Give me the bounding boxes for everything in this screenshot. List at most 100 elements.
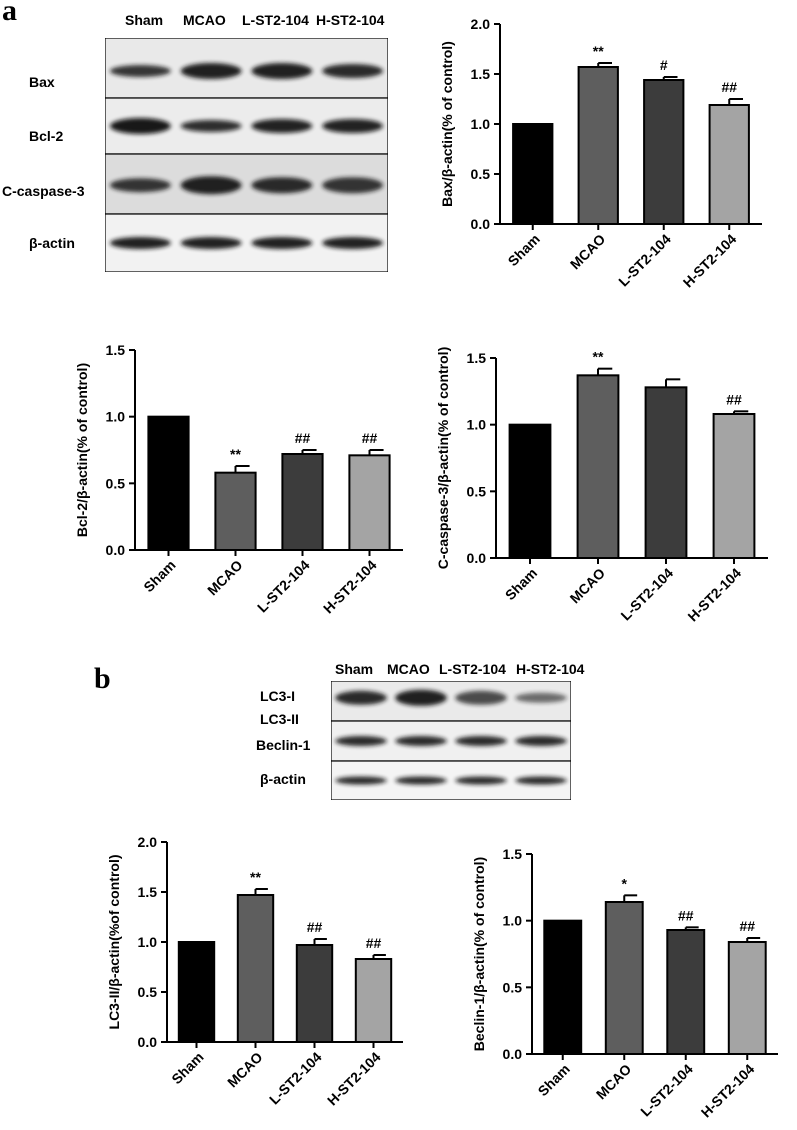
x-tick-label: Sham [502,565,540,603]
blot-a-row-label: β-actin [29,235,75,251]
bar [576,374,620,560]
bar [543,919,583,1055]
blot-band [109,237,171,249]
blot-a-image [105,38,388,272]
y-axis-label: C-caspase-3/β-actin(% of control) [435,347,451,569]
blot-band [335,736,387,746]
y-tick-label: 1.0 [471,116,491,132]
x-tick-label: H-ST2-104 [320,557,380,617]
panel-letter-a: a [2,0,17,27]
y-tick-label: 1.0 [138,934,158,950]
y-tick-label: 2.0 [471,16,491,32]
blot-b-row-label: Beclin-1 [256,737,311,753]
bcl2-bar-chart: Sham ** MCAO ## L-ST2-104 ## H-ST2-104 0.0 0.5 1.… [55,330,415,650]
blot-band [109,118,171,134]
significance-label: * [622,875,628,891]
y-tick-label: 1.5 [138,884,158,900]
y-tick-label: 1.5 [471,66,491,82]
blot-band [180,176,242,195]
x-tick-label: L-ST2-104 [637,1061,696,1120]
ccaspase3-chart-svg: Sham ** MCAO L-ST2-104 ## H-ST2-104 0.0 0.5 1.0 1… [435,347,768,625]
blot-band [322,177,384,194]
significance-label: ## [366,935,382,951]
bar [214,471,257,552]
blot-band [455,690,507,705]
bar [147,415,190,551]
beclin1-chart-svg: Sham * MCAO ## L-ST2-104 ## H-ST2-104 0.0 0.5 1.0… [471,846,778,1121]
blot-band [395,689,447,706]
blot-band [322,237,384,249]
significance-label: ## [726,391,742,407]
y-tick-label: 2.0 [138,834,158,850]
x-tick-label: L-ST2-104 [617,565,676,624]
bar [354,958,393,1043]
blot-b-row-label: β-actin [260,771,306,787]
ccaspase3-bar-chart: Sham ** MCAO L-ST2-104 ## H-ST2-104 0.0 0.5 1.0 1… [420,315,790,645]
blot-band [109,65,171,77]
y-tick-label: 1.5 [467,350,487,366]
y-tick-label: 1.0 [503,913,523,929]
significance-label: ** [250,869,261,885]
bar [177,941,216,1043]
x-tick-label: H-ST2-104 [698,1061,758,1121]
bar [348,454,391,551]
y-tick-label: 0.5 [503,979,523,995]
beclin1-bar-chart: Sham * MCAO ## L-ST2-104 ## H-ST2-104 0.0 0.5 1.0… [450,830,790,1130]
y-tick-label: 0.5 [106,475,126,491]
y-tick-label: 1.0 [467,417,487,433]
blot-band [335,690,387,705]
blot-b-lane-label: L-ST2-104 [439,661,506,677]
blot-band [251,63,313,79]
blot-a-lane-label: H-ST2-104 [316,12,385,28]
blot-band [109,178,171,193]
blot-b-row-label: LC3-II [260,711,299,727]
blot-band [515,776,567,785]
blot-a-row-label: Bax [29,74,55,90]
x-tick-label: H-ST2-104 [680,231,740,291]
y-tick-label: 0.0 [138,1034,158,1050]
x-tick-label: L-ST2-104 [615,231,674,290]
significance-label: ## [307,919,323,935]
significance-label: ## [739,918,755,934]
blot-a-bands [105,38,388,272]
y-tick-label: 0.5 [467,483,487,499]
x-tick-label: Sham [168,1049,206,1087]
y-axis-label: Bax/β-actin(% of control) [439,41,455,207]
bar [281,453,324,551]
bar [643,79,685,225]
lc3ii-bar-chart: Sham ** MCAO ## L-ST2-104 ## H-ST2-104 0.0 0.5 1.… [85,820,425,1130]
significance-label: ## [362,430,378,446]
significance-label: ## [295,430,311,446]
x-tick-label: MCAO [224,1049,266,1091]
blot-band [180,63,242,79]
significance-label: ** [593,349,604,365]
blot-a-lane-label: MCAO [183,12,226,28]
bar [508,423,552,559]
bar [727,941,767,1055]
y-tick-label: 0.0 [106,542,126,558]
y-tick-label: 1.0 [106,409,126,425]
x-tick-label: L-ST2-104 [266,1049,325,1108]
significance-label: # [660,57,668,73]
blot-band [180,237,242,249]
x-tick-label: L-ST2-104 [254,557,313,616]
x-tick-label: MCAO [593,1061,635,1103]
significance-label: ** [230,446,241,462]
blot-band [455,776,507,785]
blot-band [180,120,242,132]
blot-a-row-label: C-caspase-3 [2,183,85,199]
blot-band [322,119,384,133]
y-tick-label: 0.0 [503,1046,523,1062]
x-tick-label: MCAO [204,557,246,599]
blot-a-lane-label: Sham [125,12,164,28]
y-tick-label: 0.0 [467,550,487,566]
blot-b-lane-label: H-ST2-104 [516,661,585,677]
blot-b-row-label: LC3-I [260,688,295,704]
y-tick-label: 1.5 [106,342,126,358]
blot-band [515,736,567,746]
bar [604,901,644,1055]
y-tick-label: 0.5 [471,166,491,182]
bar [712,413,756,559]
y-axis-label: LC3-II/β-actin(%of control) [106,855,122,1030]
bcl2-chart-svg: Sham ** MCAO ## L-ST2-104 ## H-ST2-104 0.0 0.5 1.… [74,342,403,617]
